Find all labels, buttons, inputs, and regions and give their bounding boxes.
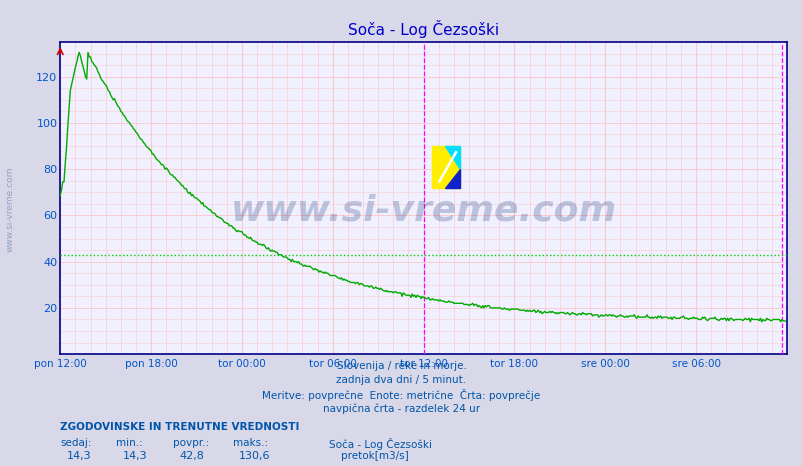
Text: sedaj:: sedaj: [60, 438, 91, 448]
Text: ZGODOVINSKE IN TRENUTNE VREDNOSTI: ZGODOVINSKE IN TRENUTNE VREDNOSTI [60, 422, 299, 432]
Text: 130,6: 130,6 [239, 451, 270, 460]
Text: 14,3: 14,3 [67, 451, 91, 460]
Text: zadnja dva dni / 5 minut.: zadnja dva dni / 5 minut. [336, 375, 466, 385]
Text: www.si-vreme.com: www.si-vreme.com [230, 193, 616, 227]
Text: www.si-vreme.com: www.si-vreme.com [5, 167, 14, 253]
Text: povpr.:: povpr.: [172, 438, 209, 448]
Title: Soča - Log Čezsoški: Soča - Log Čezsoški [347, 20, 499, 38]
Text: min.:: min.: [116, 438, 143, 448]
Text: 42,8: 42,8 [179, 451, 204, 460]
Text: Meritve: povprečne  Enote: metrične  Črta: povprečje: Meritve: povprečne Enote: metrične Črta:… [262, 389, 540, 401]
Text: navpična črta - razdelek 24 ur: navpična črta - razdelek 24 ur [322, 403, 480, 414]
Text: maks.:: maks.: [233, 438, 268, 448]
Text: 14,3: 14,3 [123, 451, 148, 460]
Text: pretok[m3/s]: pretok[m3/s] [341, 451, 408, 460]
Polygon shape [444, 146, 460, 169]
Polygon shape [444, 169, 460, 188]
Text: Slovenija / reke in morje.: Slovenija / reke in morje. [336, 361, 466, 371]
Bar [431, 146, 460, 188]
Text: Soča - Log Čezsoški: Soča - Log Čezsoški [329, 438, 431, 450]
